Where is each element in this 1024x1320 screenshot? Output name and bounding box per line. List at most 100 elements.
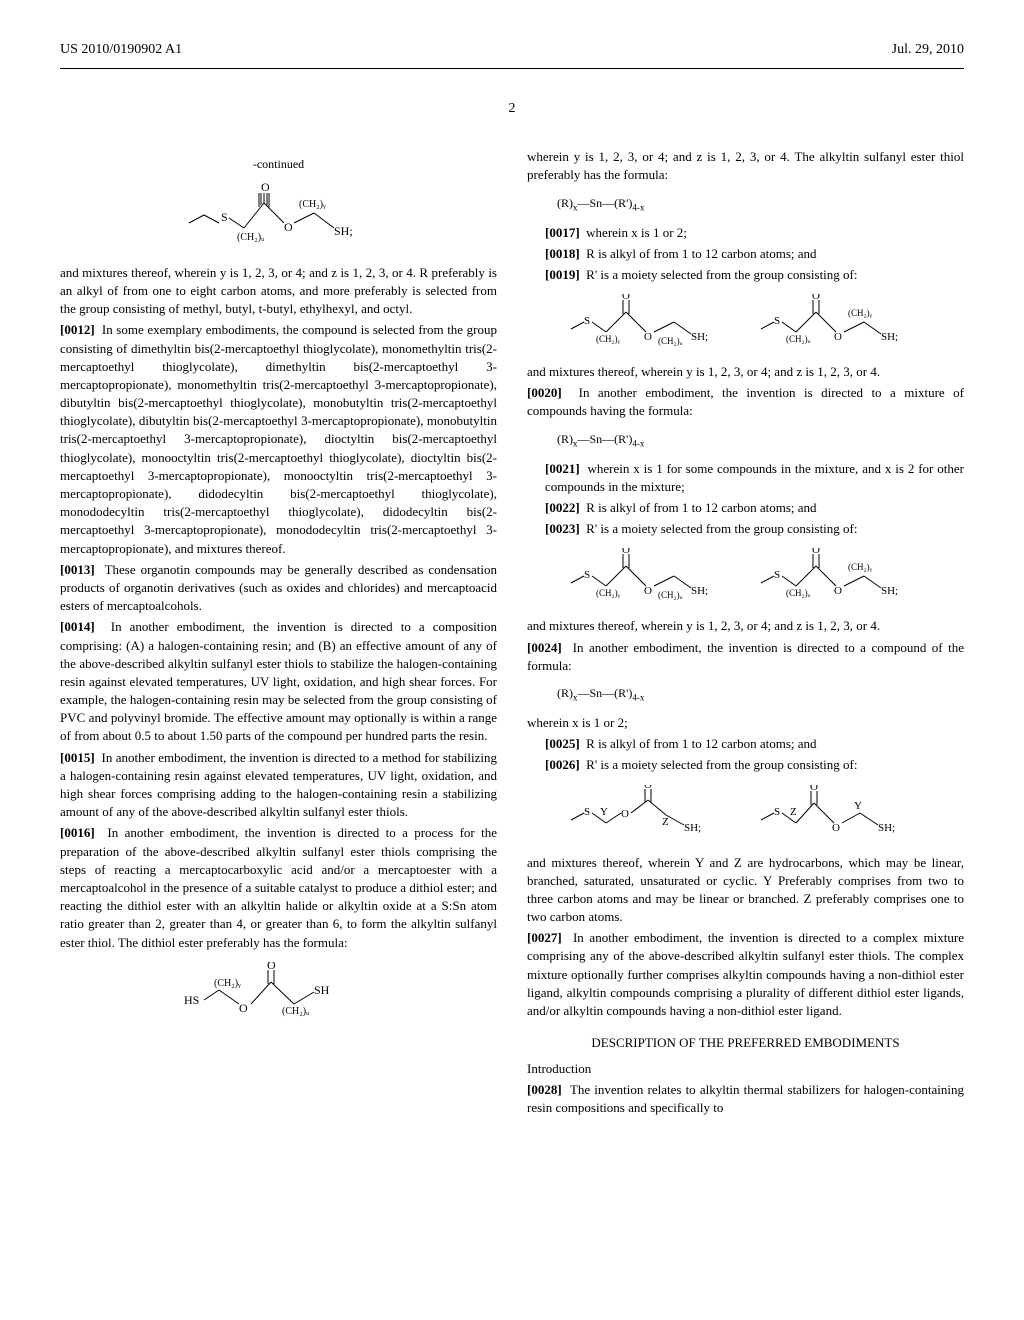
intro-heading: Introduction [527,1060,964,1078]
svg-text:(CH₂)ᵤ: (CH₂)ᵤ [786,588,811,598]
para-0028-text: The invention relates to alkyltin therma… [527,1082,964,1115]
para-text-r4: wherein x is 1 or 2; [527,714,964,732]
svg-text:O: O [644,331,652,343]
para-0023: [0023] R' is a moiety selected from the … [545,520,964,538]
svg-text:(CH₂)ᵧ: (CH₂)ᵧ [214,978,241,989]
para-0018: [0018] R is alkyl of from 1 to 12 carbon… [545,245,964,263]
chem-structure-dithiol: HS (CH₂)ᵧ O O (CH₂)ᵤ SH [60,962,497,1027]
para-0020: [0020] In another embodiment, the invent… [527,384,964,420]
svg-text:O: O [622,548,630,556]
para-num-0022: [0022] [545,500,580,515]
para-0013-text: These organotin compounds may be general… [60,562,497,613]
svg-text:O: O [621,808,629,820]
para-0028: [0028] The invention relates to alkyltin… [527,1081,964,1117]
para-0018-text: R is alkyl of from 1 to 12 carbon atoms;… [586,246,816,261]
svg-text:O: O [267,962,276,972]
para-0024: [0024] In another embodiment, the invent… [527,639,964,675]
svg-text:(CH₂)ᵤ: (CH₂)ᵤ [237,232,265,243]
svg-text:SH;: SH; [691,585,708,597]
para-0022-text: R is alkyl of from 1 to 12 carbon atoms;… [586,500,816,515]
para-0014-text: In another embodiment, the invention is … [60,619,497,743]
para-0027: [0027] In another embodiment, the invent… [527,929,964,1020]
para-0015-text: In another embodiment, the invention is … [60,750,497,820]
svg-text:(CH₂)ᵧ: (CH₂)ᵧ [848,562,873,573]
para-num-0021: [0021] [545,461,580,476]
svg-text:(CH₂)ᵤ: (CH₂)ᵤ [282,1006,310,1017]
svg-text:O: O [644,785,652,791]
para-num-0020: [0020] [527,385,562,400]
publication-date: Jul. 29, 2010 [892,40,964,60]
svg-text:S: S [584,806,590,818]
para-0012: [0012] In some exemplary embodiments, th… [60,321,497,557]
svg-text:O: O [261,183,270,194]
para-num-0012: [0012] [60,322,95,337]
svg-text:O: O [832,822,840,834]
para-num-0028: [0028] [527,1082,562,1097]
svg-text:Y: Y [600,806,608,818]
svg-text:SH;: SH; [881,585,898,597]
para-0027-text: In another embodiment, the invention is … [527,930,964,1018]
page-header: US 2010/0190902 A1 Jul. 29, 2010 [60,40,964,60]
para-0022: [0022] R is alkyl of from 1 to 12 carbon… [545,499,964,517]
svg-text:S: S [774,806,780,818]
para-0025: [0025] R is alkyl of from 1 to 12 carbon… [545,735,964,753]
para-num-0027: [0027] [527,930,562,945]
svg-text:(CH₂)ᵧ: (CH₂)ᵧ [596,334,621,345]
para-0012-text: In some exemplary embodiments, the compo… [60,322,497,555]
para-num-0019: [0019] [545,267,580,282]
svg-text:SH;: SH; [878,822,895,834]
section-title: DESCRIPTION OF THE PREFERRED EMBODIMENTS [527,1034,964,1052]
moiety-structures-3: S Y O O Z SH; S Z O [527,785,964,840]
para-num-0025: [0025] [545,736,580,751]
formula-sn-3: (R)x—Sn—(R')4-x [557,685,964,704]
para-0025-text: R is alkyl of from 1 to 12 carbon atoms;… [586,736,816,751]
svg-text:O: O [284,220,293,234]
para-0026-text: R' is a moiety selected from the group c… [586,757,857,772]
svg-text:Z: Z [790,806,797,818]
para-text-r3: and mixtures thereof, wherein y is 1, 2,… [527,617,964,635]
para-num-0015: [0015] [60,750,95,765]
header-rule [60,68,964,69]
para-0023-text: R' is a moiety selected from the group c… [586,521,857,536]
para-0015: [0015] In another embodiment, the invent… [60,749,497,822]
para-num-0016: [0016] [60,825,95,840]
svg-text:Z: Z [662,816,669,828]
para-0020-text: In another embodiment, the invention is … [527,385,964,418]
para-num-0023: [0023] [545,521,580,536]
moiety-structures-2: S (CH₂)ᵧ O O (CH₂)ᵤ SH; S (CH₂)ᵤ [527,548,964,603]
svg-text:SH: SH [314,983,330,997]
svg-text:O: O [239,1001,248,1015]
formula-sn-2: (R)x—Sn—(R')4-x [557,431,964,450]
svg-text:(CH₂)ᵤ: (CH₂)ᵤ [658,336,683,346]
svg-text:(CH₂)ᵤ: (CH₂)ᵤ [658,590,683,600]
svg-text:S: S [584,315,590,327]
svg-text:HS: HS [184,993,199,1007]
svg-text:O: O [810,785,818,793]
para-0021: [0021] wherein x is 1 for some compounds… [545,460,964,496]
svg-text:SH;: SH; [881,331,898,343]
svg-text:O: O [834,331,842,343]
svg-text:O: O [622,294,630,302]
svg-text:S: S [221,210,228,224]
para-num-0017: [0017] [545,225,580,240]
para-0016: [0016] In another embodiment, the invent… [60,824,497,951]
chem-structure-1: S (CH₂)ᵤ O O (CH₂)ᵧ SH; [60,183,497,248]
para-0021-text: wherein x is 1 for some compounds in the… [545,461,964,494]
para-0019: [0019] R' is a moiety selected from the … [545,266,964,284]
para-0016-text: In another embodiment, the invention is … [60,825,497,949]
para-0026: [0026] R' is a moiety selected from the … [545,756,964,774]
svg-text:Y: Y [854,800,862,812]
svg-text:(CH₂)ᵧ: (CH₂)ᵧ [299,199,326,210]
continued-label: -continued [60,156,497,173]
para-num-0018: [0018] [545,246,580,261]
para-0014: [0014] In another embodiment, the invent… [60,618,497,745]
para-num-0026: [0026] [545,757,580,772]
svg-text:SH;: SH; [691,331,708,343]
para-num-0024: [0024] [527,640,562,655]
para-text-r5: and mixtures thereof, wherein Y and Z ar… [527,854,964,927]
para-0024-text: In another embodiment, the invention is … [527,640,964,673]
para-text-r2: and mixtures thereof, wherein y is 1, 2,… [527,363,964,381]
para-0013: [0013] These organotin compounds may be … [60,561,497,616]
svg-text:S: S [774,569,780,581]
para-text-r1: wherein y is 1, 2, 3, or 4; and z is 1, … [527,148,964,184]
